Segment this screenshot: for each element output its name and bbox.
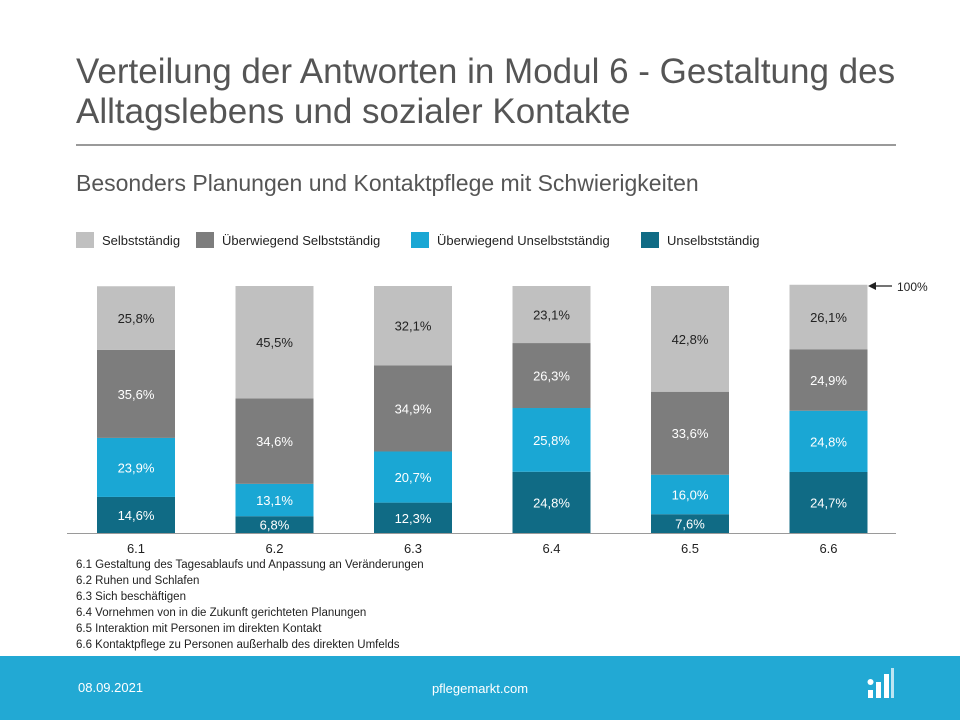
data-label: 26,3% [533, 369, 570, 384]
bar-segment [374, 502, 452, 533]
legend-item-selbststaendig: Selbstständig [76, 230, 180, 250]
bar-segment [235, 398, 314, 484]
bar-segment [235, 516, 314, 533]
x-tick-label: 6.4 [542, 541, 560, 556]
data-label: 34,9% [395, 401, 432, 416]
data-label: 23,9% [118, 460, 155, 475]
bar-segment [97, 496, 175, 533]
data-label: 32,1% [395, 319, 432, 334]
bar-segment [789, 349, 868, 411]
annotation-arrow-head [868, 282, 876, 290]
bar-segment [235, 483, 314, 517]
annotation-100-percent: 100% [897, 280, 928, 294]
data-label: 6,8% [260, 518, 290, 533]
data-label: 24,8% [810, 434, 847, 449]
data-label: 7,6% [675, 517, 705, 532]
data-label: 13,1% [256, 493, 293, 508]
data-label: 24,8% [533, 495, 570, 510]
footer-site-link[interactable]: pflegemarkt.com [431, 681, 529, 696]
note-6-1: 6.1 Gestaltung des Tagesablaufs und Anpa… [76, 559, 424, 571]
data-label: 35,6% [118, 387, 155, 402]
x-tick-label: 6.3 [404, 541, 422, 556]
x-tick-label: 6.6 [819, 541, 837, 556]
footer-bar: 08.09.2021 pflegemarkt.com [0, 656, 960, 720]
bar-segment [789, 410, 868, 472]
note-6-4: 6.4 Vornehmen von in die Zukunft gericht… [76, 607, 367, 619]
legend-swatch [411, 232, 429, 248]
x-tick-label: 6.5 [681, 541, 699, 556]
data-label: 14,6% [118, 508, 155, 523]
bar-segment [789, 471, 868, 533]
x-tick-label: 6.1 [127, 541, 145, 556]
data-label: 42,8% [672, 332, 709, 347]
data-label: 24,7% [810, 495, 847, 510]
legend-item-unselbststaendig: Unselbstständig [641, 230, 760, 250]
chart-subtitle: Besonders Planungen und Kontaktpflege mi… [76, 170, 699, 196]
legend-label: Überwiegend Unselbstständig [437, 232, 610, 248]
bar-segment [374, 365, 452, 452]
bar-segment [651, 474, 729, 515]
legend-swatch [641, 232, 659, 248]
legend-label: Unselbstständig [667, 232, 760, 248]
bar-segment [512, 471, 591, 533]
bar-segment [789, 284, 868, 350]
bar-segment [651, 391, 729, 475]
legend-item-ueberwiegend-unselbststaendig: Überwiegend Unselbstständig [411, 230, 610, 250]
bar-segment [97, 437, 175, 497]
data-label: 25,8% [118, 311, 155, 326]
note-6-5: 6.5 Interaktion mit Personen im direkten… [76, 623, 322, 635]
data-label: 16,0% [672, 487, 709, 502]
category-notes: 6.1 Gestaltung des Tagesablaufs und Anpa… [76, 557, 424, 653]
data-label: 33,6% [672, 426, 709, 441]
data-label: 20,7% [395, 470, 432, 485]
data-label: 34,6% [256, 434, 293, 449]
note-6-2: 6.2 Ruhen und Schlafen [76, 575, 200, 587]
data-label: 45,5% [256, 335, 293, 350]
chart-title: Verteilung der Antworten in Modul 6 - Ge… [76, 52, 896, 131]
legend-label: Überwiegend Selbstständig [222, 232, 381, 248]
stacked-bar-chart: 14,6% 23,9% 35,6% 25,8% 6.1 6,8% 13,1% 34,6% 45,… [67, 280, 928, 556]
bar-segment [97, 286, 175, 350]
footer-date: 08.09.2021 [78, 680, 144, 695]
data-label: 26,1% [810, 310, 847, 325]
note-6-3: 6.3 Sich beschäftigen [76, 591, 186, 603]
bar-segment [651, 514, 729, 533]
note-6-6: 6.6 Kontaktpflege zu Personen außerhalb … [76, 639, 400, 651]
legend-item-ueberwiegend-selbststaendig: Überwiegend Selbstständig [196, 230, 380, 250]
bar-segment [235, 286, 314, 399]
bar-segment [374, 286, 452, 366]
bar-segment [512, 286, 591, 344]
bar-segment [374, 451, 452, 503]
legend-label: Selbstständig [102, 232, 181, 248]
pflegemarkt-logo-icon [867, 668, 894, 698]
data-label: 24,9% [810, 373, 847, 388]
title-divider [76, 144, 896, 146]
data-label: 12,3% [395, 511, 432, 526]
bar-segment [97, 349, 175, 438]
data-label: 25,8% [533, 433, 570, 448]
legend-swatch [76, 232, 94, 248]
bar-segment [512, 408, 591, 472]
bar-segment [651, 286, 729, 392]
x-tick-label: 6.2 [265, 541, 283, 556]
bar-segment [512, 343, 591, 409]
data-label: 23,1% [533, 308, 570, 323]
legend-swatch [196, 232, 214, 248]
